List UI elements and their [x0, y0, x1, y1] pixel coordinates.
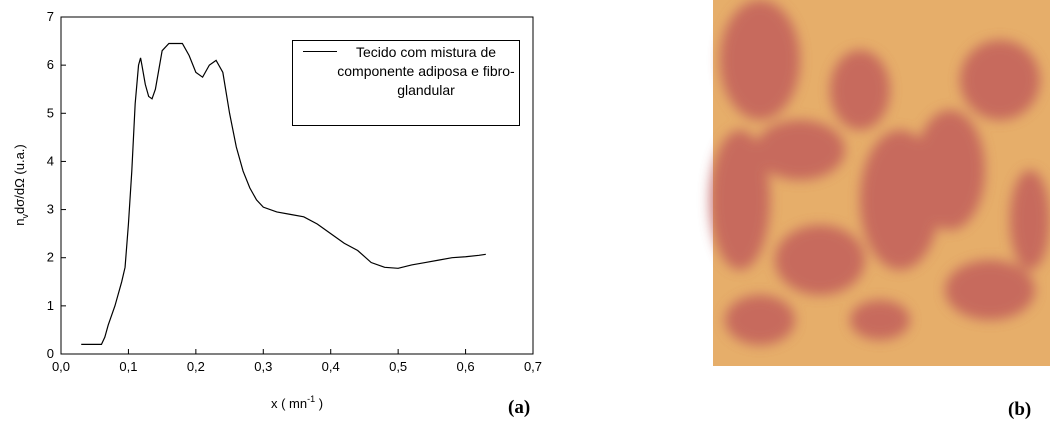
legend-swatch	[303, 51, 337, 52]
x-tick-label: 0,5	[389, 359, 407, 374]
x-axis-label: x ( mn-1 )	[271, 394, 323, 411]
tissue	[710, 0, 1050, 345]
x-tick-label: 0,6	[457, 359, 475, 374]
x-tick-label: 0,7	[524, 359, 542, 374]
y-label-base: n	[12, 219, 27, 226]
legend: Tecido com mistura de componente adiposa…	[292, 40, 520, 126]
y-tick-label: 2	[47, 250, 54, 265]
plot-frame	[60, 16, 534, 355]
x-label-sup: -1	[307, 394, 315, 404]
y-axis-label: nvdσ/dΩ (u.a.)	[12, 144, 30, 226]
y-tick-label: 0	[47, 346, 54, 361]
histology-image	[710, 0, 1050, 366]
x-tick-label: 0,2	[187, 359, 205, 374]
x-label-base: x ( mn	[271, 396, 307, 411]
legend-label: Tecido com mistura de componente adiposa…	[337, 44, 515, 98]
y-label-sub: v	[20, 214, 30, 219]
y-tick-label: 6	[47, 57, 54, 72]
y-label-rest: dσ/dΩ (u.a.)	[12, 144, 27, 214]
y-tick-label: 3	[47, 202, 54, 217]
x-label-rest: )	[315, 396, 323, 411]
y-tick-label: 4	[47, 153, 54, 168]
y-tick-label: 5	[47, 105, 54, 120]
x-tick-label: 0,3	[254, 359, 272, 374]
x-tick-label: 0,1	[119, 359, 137, 374]
x-tick-label: 0,0	[52, 359, 70, 374]
y-tick-label: 1	[47, 298, 54, 313]
x-tick-label: 0,4	[322, 359, 340, 374]
panel-label: (b)	[1008, 399, 1031, 420]
panel-label: (a)	[508, 397, 530, 418]
data-line	[81, 42, 486, 345]
y-tick-label: 7	[47, 9, 54, 24]
